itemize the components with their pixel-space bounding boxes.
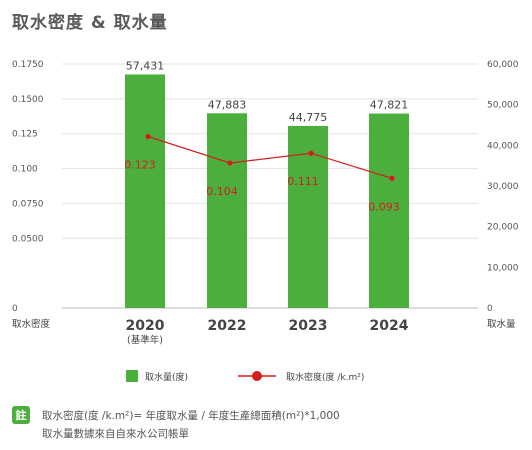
left-tick-label: 0.0500: [12, 234, 44, 244]
legend-bar-label: 取水量(度): [145, 371, 188, 383]
note-badge: 註: [12, 406, 30, 424]
category-sublabel: (基準年): [127, 334, 163, 346]
right-tick-label: 60,000: [487, 60, 519, 70]
category-label: 2024: [370, 318, 409, 334]
left-tick-label: 0: [12, 304, 18, 314]
density-value-label: 0.123: [124, 159, 156, 172]
bar-value-label: 57,431: [126, 59, 165, 72]
density-value-label: 0.104: [206, 185, 238, 198]
bar-2020: [125, 74, 165, 308]
density-point: [389, 175, 395, 181]
left-axis-label: 取水密度: [12, 318, 51, 330]
left-tick-label: 0.1750: [12, 60, 44, 70]
left-tick-label: 0.100: [12, 165, 38, 175]
right-tick-label: 40,000: [487, 141, 519, 151]
density-point: [308, 150, 314, 156]
left-tick-label: 0.125: [12, 130, 38, 140]
density-line: [147, 135, 393, 179]
category-label: 2023: [289, 318, 328, 334]
legend-line-label: 取水密度(度 /k.m²): [286, 371, 364, 383]
chart-title: 取水密度 & 取水量: [12, 13, 168, 33]
density-value-label: 0.093: [368, 200, 400, 213]
density-point: [145, 133, 151, 140]
bar-value-label: 44,775: [289, 111, 328, 124]
left-tick-label: 0.1500: [12, 95, 44, 105]
legend-bar-swatch: [126, 370, 138, 382]
category-label: 2022: [208, 318, 247, 334]
bar-value-label: 47,821: [370, 99, 409, 112]
right-tick-label: 30,000: [487, 182, 519, 192]
category-label: 2020: [126, 318, 165, 334]
right-tick-label: 10,000: [487, 263, 519, 273]
right-tick-label: 50,000: [487, 101, 519, 111]
bar-2024: [369, 113, 409, 309]
right-tick-label: 20,000: [487, 223, 519, 233]
legend-line-marker: [252, 371, 262, 381]
bar-2022: [207, 113, 247, 308]
note-source: 取水量數據來自自來水公司帳單: [42, 428, 189, 440]
density-point: [227, 160, 233, 166]
left-tick-label: 0.0750: [12, 199, 44, 209]
density-value-label: 0.111: [287, 175, 319, 188]
right-axis-label: 取水量: [487, 318, 516, 330]
bar-value-label: 47,883: [208, 98, 247, 111]
combo-chart: 0 0.0500 0.0750 0.100 0.125 0.1500 0.1750 0 10,0…: [12, 59, 519, 383]
note-formula: 取水密度(度 /k.m²)= 年度取水量 / 年度生產總面積(m²)*1,000: [42, 410, 340, 422]
right-tick-label: 0: [487, 304, 493, 314]
